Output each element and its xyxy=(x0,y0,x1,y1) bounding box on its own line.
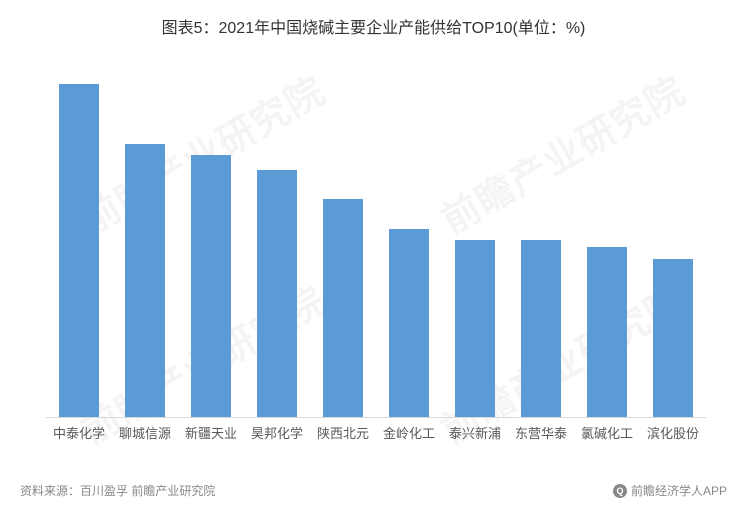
bar xyxy=(59,84,99,418)
x-axis-label: 滨化股份 xyxy=(640,423,706,442)
brand-text: 前瞻经济学人APP xyxy=(631,482,727,499)
source-text: 资料来源：百川盈孚 前瞻产业研究院 xyxy=(20,482,215,499)
bar-chart: 中泰化学聊城信源新疆天业昊邦化学陕西北元金岭化工泰兴新浦东营华泰氯碱化工滨化股份 xyxy=(46,62,706,442)
bar xyxy=(587,247,627,418)
bar xyxy=(323,199,363,418)
bar-group xyxy=(376,229,442,418)
x-axis-label: 东营华泰 xyxy=(508,423,574,442)
brand: Q 前瞻经济学人APP xyxy=(613,482,727,499)
bar xyxy=(191,155,231,418)
x-axis-label: 中泰化学 xyxy=(46,423,112,442)
bar xyxy=(653,259,693,418)
bar-group xyxy=(178,155,244,418)
bar-group xyxy=(46,84,112,418)
bar xyxy=(455,240,495,418)
bar-group xyxy=(574,247,640,418)
bar-group xyxy=(508,240,574,418)
x-axis-label: 陕西北元 xyxy=(310,423,376,442)
bar-group xyxy=(442,240,508,418)
x-axis-label: 金岭化工 xyxy=(376,423,442,442)
bar-group xyxy=(640,259,706,418)
bar xyxy=(521,240,561,418)
bar xyxy=(125,144,165,418)
baseline xyxy=(46,417,706,418)
bar xyxy=(257,170,297,418)
chart-title: 图表5：2021年中国烧碱主要企业产能供给TOP10(单位：%) xyxy=(0,0,747,38)
x-axis-label: 新疆天业 xyxy=(178,423,244,442)
bar-group xyxy=(310,199,376,418)
x-axis-label: 泰兴新浦 xyxy=(442,423,508,442)
brand-logo-icon: Q xyxy=(613,484,627,498)
x-axis-label: 昊邦化学 xyxy=(244,423,310,442)
bar-group xyxy=(112,144,178,418)
bar-group xyxy=(244,170,310,418)
x-axis-label: 聊城信源 xyxy=(112,423,178,442)
x-axis-label: 氯碱化工 xyxy=(574,423,640,442)
bar xyxy=(389,229,429,418)
footer: 资料来源：百川盈孚 前瞻产业研究院 Q 前瞻经济学人APP xyxy=(20,482,727,499)
